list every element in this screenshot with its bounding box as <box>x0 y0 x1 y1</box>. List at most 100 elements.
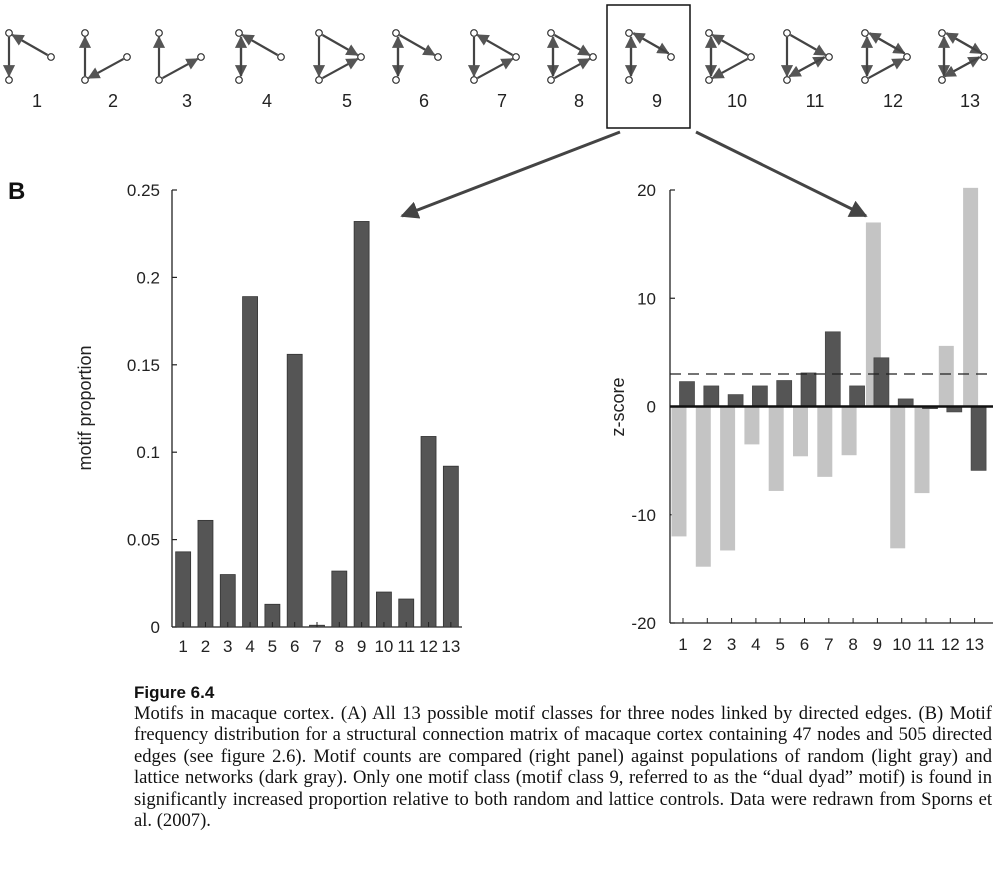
motif-node <box>315 76 323 84</box>
arrow-to-right-panel <box>695 130 868 218</box>
caption-text: Motifs in macaque cortex. (A) All 13 pos… <box>134 703 992 832</box>
right-x-tick-label: 11 <box>917 635 935 654</box>
left-x-tick-label: 13 <box>441 637 460 656</box>
motif-edge <box>868 32 906 55</box>
motif-4-icon <box>234 29 285 84</box>
right-y-tick-label: 0 <box>647 398 656 417</box>
right-x-tick-label: 4 <box>751 635 760 654</box>
motif-edge <box>11 34 49 56</box>
motif-edge <box>87 57 125 80</box>
motif-label-4: 4 <box>262 91 272 111</box>
left-x-tick-label: 12 <box>419 637 438 656</box>
motif-node <box>589 53 597 61</box>
motif-node <box>197 53 205 61</box>
motif-node <box>861 29 869 37</box>
motif-node <box>825 53 833 61</box>
random-bar-1 <box>671 406 687 537</box>
right-x-tick-label: 3 <box>727 635 736 654</box>
left-bar-4 <box>242 296 258 628</box>
motif-edge <box>943 56 981 78</box>
random-bar-3 <box>720 406 736 551</box>
lattice-bar-9 <box>873 357 890 407</box>
left-y-tick-label: 0.05 <box>127 531 160 550</box>
right-x-tick-label: 10 <box>892 635 911 654</box>
motif-label-2: 2 <box>108 91 118 111</box>
right-x-tick-label: 2 <box>703 635 712 654</box>
random-bar-5 <box>768 406 784 491</box>
motif-node <box>81 76 89 84</box>
random-bar-4 <box>744 406 760 445</box>
random-bar-10 <box>890 406 906 549</box>
motif-node <box>547 29 555 37</box>
figure-6-4: 1 2 3 4 5 6 7 8 9 10 11 12 13 B 00.050.10.150.20.251… <box>2 4 993 656</box>
left-x-tick-label: 5 <box>268 637 277 656</box>
left-bar-2 <box>197 519 214 628</box>
right-x-tick-label: 1 <box>678 635 687 654</box>
left-x-tick-label: 7 <box>312 637 321 656</box>
right-x-tick-label: 13 <box>965 635 984 654</box>
left-bar-3 <box>219 574 236 628</box>
motif-edge <box>476 34 514 56</box>
motif-13-icon <box>937 29 988 84</box>
left-x-tick-label: 3 <box>223 637 232 656</box>
motif-node <box>512 53 520 61</box>
motif-6-icon <box>391 29 442 84</box>
right-y-tick-label: 10 <box>637 289 656 308</box>
left-bar-10 <box>376 591 392 628</box>
motif-5-icon <box>312 29 365 84</box>
motif-node <box>861 76 869 84</box>
random-bar-12 <box>938 345 954 407</box>
motif-node <box>938 29 946 37</box>
lattice-bar-6 <box>800 372 817 407</box>
random-bar-13 <box>963 187 979 407</box>
motif-node <box>155 29 163 37</box>
lattice-bar-4 <box>752 385 768 407</box>
left-bar-12 <box>420 436 437 628</box>
left-y-tick-label: 0.15 <box>127 356 160 375</box>
left-y-axis-label: motif proportion <box>75 345 95 470</box>
lattice-bar-5 <box>776 380 793 407</box>
lattice-bar-1 <box>679 381 695 407</box>
motif-node <box>5 29 13 37</box>
motif-node <box>938 76 946 84</box>
left-bar-9 <box>353 221 370 628</box>
motif-edge <box>161 57 199 80</box>
motif-label-9: 9 <box>652 91 662 111</box>
motif-edge <box>789 34 827 56</box>
motif-label-10: 10 <box>727 91 747 111</box>
motif-node <box>357 53 365 61</box>
random-bar-11 <box>914 406 930 494</box>
left-x-tick-label: 4 <box>245 637 254 656</box>
motif-node <box>783 76 791 84</box>
motif-edge <box>788 56 826 78</box>
motif-node <box>783 29 791 37</box>
random-bar-7 <box>817 406 833 477</box>
motif-edge <box>867 57 905 80</box>
motif-node <box>470 29 478 37</box>
motif-node <box>625 29 633 37</box>
motif-node <box>47 53 55 61</box>
motif-node <box>470 76 478 84</box>
motif-labels: 1 2 3 4 5 6 7 8 9 10 11 12 13 <box>32 91 980 111</box>
right-x-tick-label: 12 <box>941 635 960 654</box>
motif-edge <box>241 34 279 56</box>
motif-node <box>123 53 131 61</box>
motif-node <box>903 53 911 61</box>
motif-node <box>747 53 755 61</box>
lattice-bar-7 <box>824 331 841 407</box>
random-bar-2 <box>695 406 711 567</box>
left-y-tick-label: 0.2 <box>136 268 160 287</box>
left-x-tick-label: 1 <box>178 637 187 656</box>
motif-10-icon <box>704 29 755 84</box>
left-y-tick-label: 0.25 <box>127 181 160 200</box>
motif-edge <box>711 57 749 80</box>
motif-proportion-chart: 00.050.10.150.20.251 2 3 4 5 6 7 8 9 10 11 12 13moti… <box>75 181 462 656</box>
motif-node <box>705 76 713 84</box>
motif-node <box>705 29 713 37</box>
motif-label-8: 8 <box>574 91 584 111</box>
motif-node <box>315 29 323 37</box>
panel-label-b: B <box>8 178 25 205</box>
motif-label-5: 5 <box>342 91 352 111</box>
left-bar-1 <box>175 551 192 628</box>
motif-edge <box>476 57 514 80</box>
